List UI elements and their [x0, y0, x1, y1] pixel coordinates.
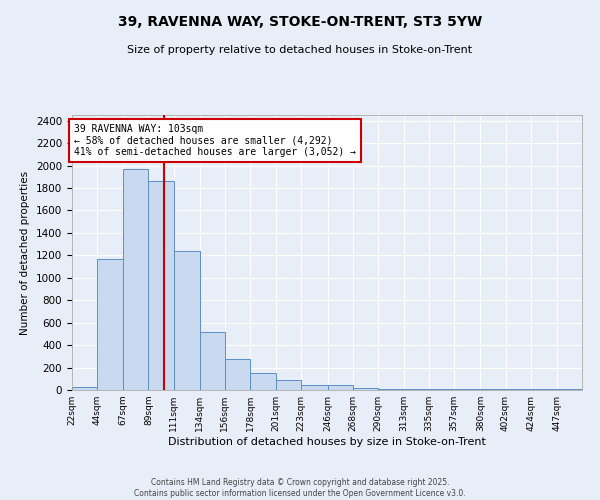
Bar: [72, 387, 97, 390]
Text: 39 RAVENNA WAY: 103sqm
← 58% of detached houses are smaller (4,292)
41% of semi-: 39 RAVENNA WAY: 103sqm ← 58% of detached…: [74, 124, 356, 157]
Bar: [148, 181, 173, 390]
Bar: [301, 385, 328, 390]
Bar: [225, 358, 250, 390]
Bar: [124, 169, 148, 390]
Bar: [173, 251, 200, 390]
X-axis label: Distribution of detached houses by size in Stoke-on-Trent: Distribution of detached houses by size …: [168, 437, 486, 447]
Bar: [378, 389, 404, 390]
Text: Size of property relative to detached houses in Stoke-on-Trent: Size of property relative to detached ho…: [127, 45, 473, 55]
Y-axis label: Number of detached properties: Number of detached properties: [20, 170, 31, 334]
Bar: [250, 372, 276, 390]
Text: 39, RAVENNA WAY, STOKE-ON-TRENT, ST3 5YW: 39, RAVENNA WAY, STOKE-ON-TRENT, ST3 5YW: [118, 15, 482, 29]
Bar: [276, 380, 301, 390]
Bar: [353, 388, 378, 390]
Bar: [328, 385, 353, 390]
Bar: [97, 258, 124, 390]
Bar: [200, 332, 225, 390]
Text: Contains HM Land Registry data © Crown copyright and database right 2025.
Contai: Contains HM Land Registry data © Crown c…: [134, 478, 466, 498]
